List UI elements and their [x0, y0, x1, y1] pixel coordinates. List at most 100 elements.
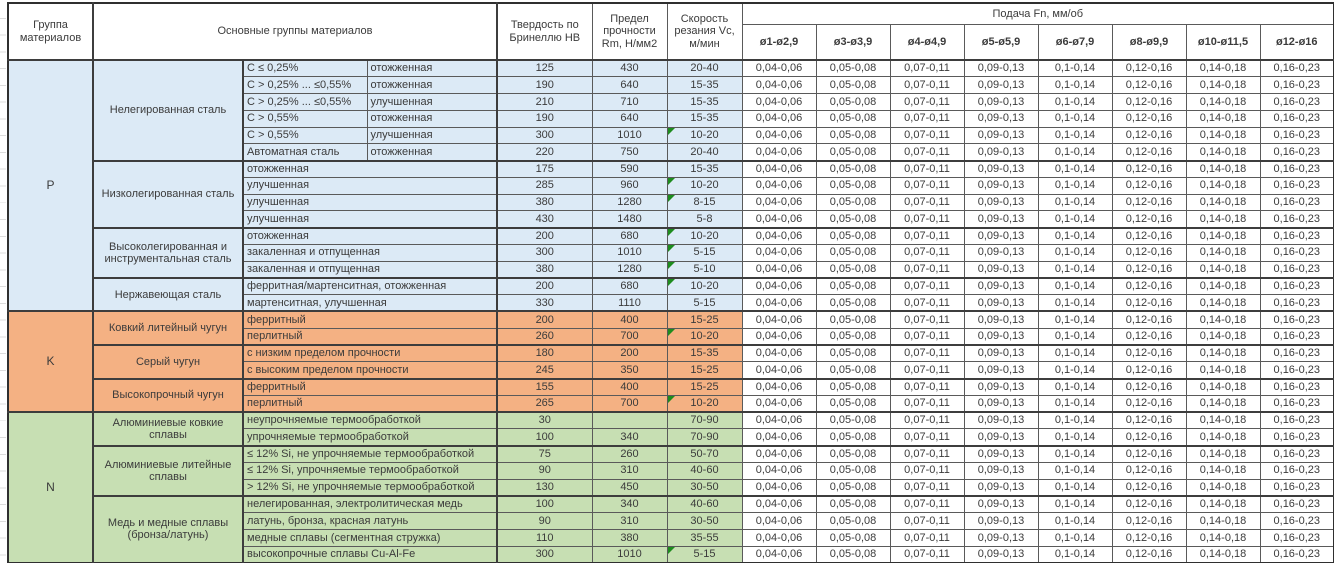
feed-value-cell[interactable]: 0,07-0,11	[889, 210, 965, 229]
hardness-cell[interactable]: 300	[496, 126, 593, 145]
material-condition-cell[interactable]: улучшенная	[366, 126, 498, 145]
feed-value-cell[interactable]: 0,07-0,11	[889, 176, 965, 195]
feed-value-cell[interactable]: 0,05-0,08	[815, 394, 891, 413]
material-detail-cell[interactable]: мартенситная, улучшенная	[242, 294, 498, 312]
feed-value-cell[interactable]: 0,09-0,13	[963, 210, 1039, 229]
material-detail-cell[interactable]: отожженная	[242, 159, 498, 178]
subgroup-name-cell[interactable]: Медь и медные сплавы (бронза/латунь)	[92, 494, 244, 563]
feed-value-cell[interactable]: 0,04-0,06	[741, 394, 817, 413]
feed-value-cell[interactable]: 0,14-0,18	[1185, 461, 1261, 480]
feed-value-cell[interactable]: 0,1-0,14	[1037, 327, 1113, 346]
feed-value-cell[interactable]: 0,07-0,11	[889, 226, 965, 245]
feed-value-cell[interactable]: 0,07-0,11	[889, 428, 965, 447]
material-detail-cell[interactable]: улучшенная	[242, 210, 498, 229]
feed-value-cell[interactable]: 0,14-0,18	[1185, 327, 1261, 346]
feed-value-cell[interactable]: 0,12-0,16	[1111, 193, 1187, 212]
cutting-speed-cell[interactable]: 10-20	[666, 276, 743, 296]
hardness-cell[interactable]: 300	[496, 243, 593, 262]
hardness-cell[interactable]: 200	[496, 310, 593, 329]
feed-value-cell[interactable]: 0,09-0,13	[963, 377, 1039, 396]
feed-value-cell[interactable]: 0,16-0,23	[1259, 394, 1334, 413]
feed-value-cell[interactable]: 0,07-0,11	[889, 444, 965, 463]
header-feed-d5[interactable]: ø6-ø7,9	[1037, 24, 1113, 61]
material-detail-cell[interactable]: с низким пределом прочности	[242, 344, 498, 363]
feed-value-cell[interactable]: 0,05-0,08	[815, 310, 891, 329]
feed-value-cell[interactable]: 0,05-0,08	[815, 494, 891, 514]
feed-value-cell[interactable]: 0,07-0,11	[889, 93, 965, 111]
feed-value-cell[interactable]: 0,05-0,08	[815, 361, 891, 380]
feed-value-cell[interactable]: 0,1-0,14	[1037, 176, 1113, 195]
hardness-cell[interactable]: 75	[496, 444, 593, 463]
material-condition-cell[interactable]: улучшенная	[366, 93, 498, 111]
feed-value-cell[interactable]: 0,16-0,23	[1259, 159, 1334, 178]
feed-value-cell[interactable]: 0,09-0,13	[963, 176, 1039, 195]
feed-value-cell[interactable]: 0,09-0,13	[963, 394, 1039, 413]
feed-value-cell[interactable]: 0,09-0,13	[963, 76, 1039, 95]
feed-value-cell[interactable]: 0,1-0,14	[1037, 310, 1113, 329]
feed-value-cell[interactable]: 0,07-0,11	[889, 109, 965, 128]
feed-value-cell[interactable]: 0,1-0,14	[1037, 294, 1113, 312]
cutting-speed-cell[interactable]: 15-35	[666, 344, 743, 363]
feed-value-cell[interactable]: 0,14-0,18	[1185, 428, 1261, 447]
hardness-cell[interactable]: 190	[496, 109, 593, 128]
strength-cell[interactable]: 1280	[591, 193, 668, 212]
material-detail-cell[interactable]: неупрочняемые термообработкой	[242, 411, 498, 430]
feed-value-cell[interactable]: 0,05-0,08	[815, 428, 891, 447]
feed-value-cell[interactable]: 0,05-0,08	[815, 327, 891, 346]
hardness-cell[interactable]: 220	[496, 143, 593, 162]
subgroup-name-cell[interactable]: Высокопрочный чугун	[92, 377, 244, 413]
feed-value-cell[interactable]: 0,1-0,14	[1037, 428, 1113, 447]
cutting-speed-cell[interactable]: 15-35	[666, 159, 743, 178]
subgroup-name-cell[interactable]: Алюминиевые литейные сплавы	[92, 444, 244, 497]
feed-value-cell[interactable]: 0,16-0,23	[1259, 126, 1334, 145]
feed-value-cell[interactable]: 0,12-0,16	[1111, 59, 1187, 78]
header-feed-d4[interactable]: ø5-ø5,9	[963, 24, 1039, 61]
strength-cell[interactable]: 340	[591, 428, 668, 447]
hardness-cell[interactable]: 110	[496, 528, 593, 547]
feed-value-cell[interactable]: 0,12-0,16	[1111, 276, 1187, 296]
strength-cell[interactable]: 260	[591, 444, 668, 463]
feed-value-cell[interactable]: 0,12-0,16	[1111, 361, 1187, 380]
feed-value-cell[interactable]: 0,05-0,08	[815, 294, 891, 312]
feed-value-cell[interactable]: 0,1-0,14	[1037, 93, 1113, 111]
material-condition-cell[interactable]: отожженная	[366, 143, 498, 162]
cutting-speed-cell[interactable]: 10-20	[666, 394, 743, 413]
feed-value-cell[interactable]: 0,12-0,16	[1111, 109, 1187, 128]
feed-value-cell[interactable]: 0,1-0,14	[1037, 276, 1113, 296]
feed-value-cell[interactable]: 0,04-0,06	[741, 76, 817, 95]
feed-value-cell[interactable]: 0,1-0,14	[1037, 394, 1113, 413]
feed-value-cell[interactable]: 0,16-0,23	[1259, 76, 1334, 95]
group-code-cell[interactable]: K	[7, 310, 94, 413]
feed-value-cell[interactable]: 0,1-0,14	[1037, 243, 1113, 262]
feed-value-cell[interactable]: 0,1-0,14	[1037, 478, 1113, 497]
feed-value-cell[interactable]: 0,09-0,13	[963, 243, 1039, 262]
feed-value-cell[interactable]: 0,04-0,06	[741, 411, 817, 430]
feed-value-cell[interactable]: 0,12-0,16	[1111, 143, 1187, 162]
feed-value-cell[interactable]: 0,16-0,23	[1259, 109, 1334, 128]
feed-value-cell[interactable]: 0,16-0,23	[1259, 243, 1334, 262]
header-strength[interactable]: Предел прочности Rm, Н/мм2	[591, 2, 668, 61]
feed-value-cell[interactable]: 0,09-0,13	[963, 327, 1039, 346]
feed-value-cell[interactable]: 0,1-0,14	[1037, 159, 1113, 178]
cutting-speed-cell[interactable]: 10-20	[666, 126, 743, 145]
hardness-cell[interactable]: 90	[496, 512, 593, 530]
feed-value-cell[interactable]: 0,04-0,06	[741, 461, 817, 480]
cutting-speed-cell[interactable]: 5-15	[666, 294, 743, 312]
feed-value-cell[interactable]: 0,05-0,08	[815, 512, 891, 530]
material-detail-cell[interactable]: улучшенная	[242, 176, 498, 195]
feed-value-cell[interactable]: 0,09-0,13	[963, 494, 1039, 514]
feed-value-cell[interactable]: 0,12-0,16	[1111, 411, 1187, 430]
feed-value-cell[interactable]: 0,04-0,06	[741, 327, 817, 346]
material-detail-cell[interactable]: C > 0,55%	[242, 126, 368, 145]
hardness-cell[interactable]: 180	[496, 344, 593, 363]
feed-value-cell[interactable]: 0,09-0,13	[963, 344, 1039, 363]
feed-value-cell[interactable]: 0,14-0,18	[1185, 226, 1261, 245]
feed-value-cell[interactable]: 0,04-0,06	[741, 528, 817, 547]
header-feed-d2[interactable]: ø3-ø3,9	[815, 24, 891, 61]
feed-value-cell[interactable]: 0,14-0,18	[1185, 528, 1261, 547]
material-detail-cell[interactable]: Автоматная сталь	[242, 143, 368, 162]
strength-cell[interactable]: 700	[591, 394, 668, 413]
feed-value-cell[interactable]: 0,16-0,23	[1259, 226, 1334, 245]
cutting-speed-cell[interactable]: 15-25	[666, 377, 743, 396]
feed-value-cell[interactable]: 0,14-0,18	[1185, 143, 1261, 162]
